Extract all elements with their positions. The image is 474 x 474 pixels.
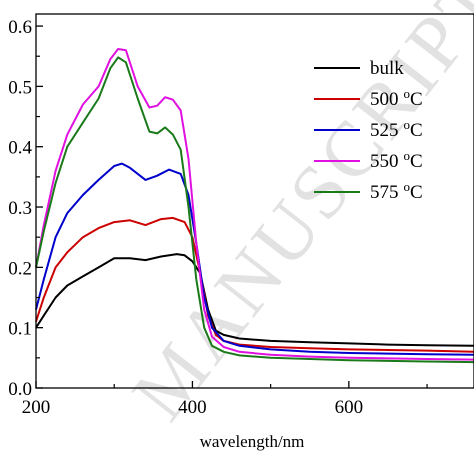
- legend-unit-letter: C: [410, 120, 423, 141]
- x-axis-title: wavelength/nm: [200, 432, 305, 451]
- legend-entry-3: 550 oC: [370, 148, 423, 172]
- legend-unit: oC: [404, 148, 423, 172]
- y-tick-label: 0.4: [8, 138, 32, 159]
- y-axis: 0.0 0.1 0.2 0.3 0.4 0.5 0.6: [8, 17, 43, 400]
- y-tick-label: 0.1: [8, 319, 32, 340]
- legend-unit-degree: o: [404, 148, 411, 163]
- legend-unit-degree: o: [404, 117, 411, 132]
- legend-label: 575: [370, 182, 399, 203]
- series-line-0: [35, 253, 474, 347]
- plot-frame: [35, 13, 474, 389]
- series-line-3: [35, 48, 474, 361]
- legend-entry-0: bulk: [370, 58, 404, 79]
- legend-label: 550: [370, 151, 399, 172]
- y-tick-label: 0.0: [8, 379, 32, 400]
- legend-label: bulk: [370, 58, 404, 79]
- legend-label: 500: [370, 89, 399, 110]
- series-line-2: [35, 162, 474, 356]
- legend-entry-4: 575 oC: [370, 179, 423, 203]
- legend-entry-1: 500 oC: [370, 86, 423, 110]
- y-tick-label: 0.5: [8, 77, 32, 98]
- y-tick-label: 0.6: [8, 17, 32, 38]
- y-tick-label: 0.3: [8, 198, 32, 219]
- y-tick-label: 0.2: [8, 258, 32, 279]
- plot-lines: [35, 48, 474, 364]
- x-axis: 200 400 600: [22, 381, 428, 418]
- legend-unit-degree: o: [404, 179, 411, 194]
- x-tick-label: 600: [335, 397, 364, 418]
- legend-unit: oC: [404, 86, 423, 110]
- x-tick-label: 200: [22, 397, 51, 418]
- series-line-1: [35, 216, 474, 353]
- legend-unit: oC: [404, 179, 423, 203]
- legend-unit-letter: C: [410, 151, 423, 172]
- legend-unit-letter: C: [410, 89, 423, 110]
- legend-unit-letter: C: [410, 182, 423, 203]
- legend-label: 525: [370, 120, 399, 141]
- legend-unit-degree: o: [404, 86, 411, 101]
- legend-entry-2: 525 oC: [370, 117, 423, 141]
- x-tick-label: 400: [178, 397, 207, 418]
- series-line-4: [35, 56, 474, 364]
- legend-unit: oC: [404, 117, 423, 141]
